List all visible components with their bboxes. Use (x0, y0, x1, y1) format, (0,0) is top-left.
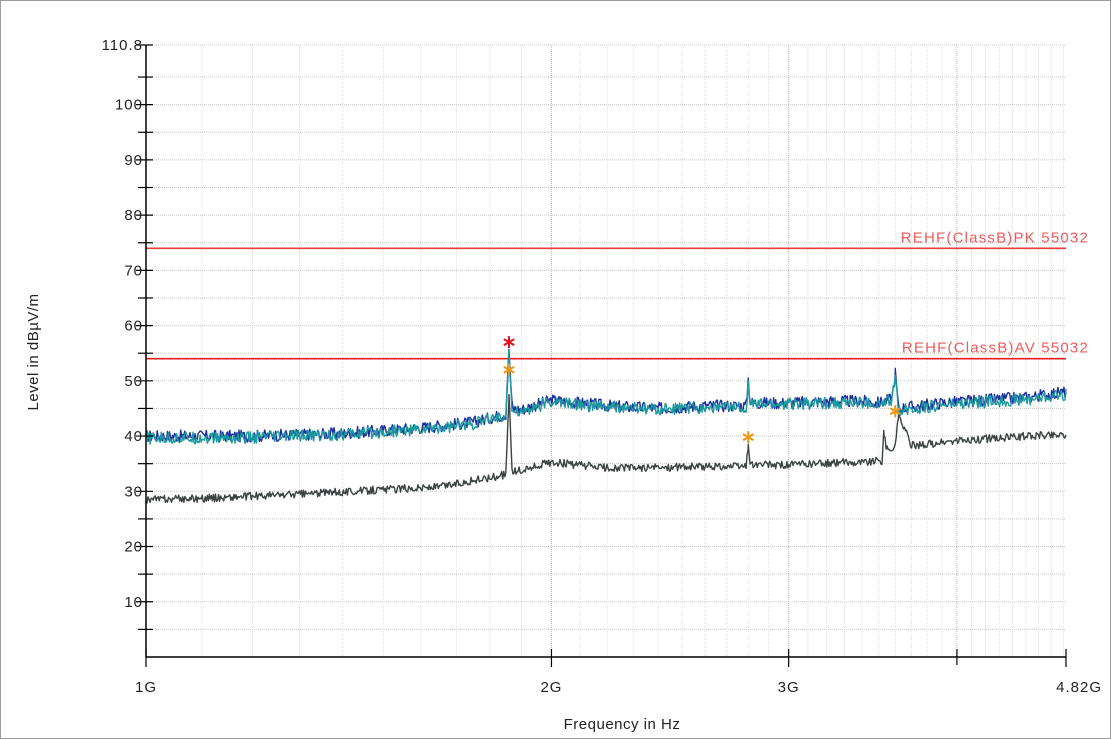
y-tick-label: 40 (124, 428, 143, 445)
series-trace (145, 393, 1067, 504)
limit-line-label: REHF(ClassB)PK 55032 (901, 229, 1089, 246)
marker-group (503, 336, 901, 444)
y-tick-label: 80 (124, 207, 143, 224)
series-group (145, 348, 1067, 504)
peak-marker (503, 363, 515, 376)
x-tick-label: 2G (540, 679, 562, 696)
y-tick-label: 100 (115, 97, 143, 114)
x-tick-label: 1G (135, 679, 157, 696)
x-tick-label: 4.82G (1056, 679, 1102, 696)
limit-line-label: REHF(ClassB)AV 55032 (902, 340, 1089, 357)
x-tick-label: 3G (778, 679, 800, 696)
y-tick-label: 10 (124, 594, 143, 611)
series-trace (145, 349, 1067, 445)
peak-marker (503, 336, 515, 349)
y-tick-label: 20 (124, 539, 143, 556)
tick-labels: 110.8 100 90 80 70 60 50 40 30 20 10 1G 2G 3G 4.82G (102, 37, 1102, 696)
y-axis-title: Level in dBµV/m (25, 293, 42, 410)
y-tick-label: 50 (124, 373, 143, 390)
y-tick-label: 90 (124, 152, 143, 169)
y-tick-label: 110.8 (102, 37, 143, 54)
peak-marker (742, 431, 754, 444)
y-tick-label: 70 (124, 262, 143, 279)
y-tick-label: 60 (124, 318, 143, 335)
limit-lines: REHF(ClassB)PK 55032 REHF(ClassB)AV 55032 (146, 229, 1089, 360)
axes (136, 44, 1067, 667)
peak-marker (889, 405, 901, 418)
y-tick-label: 30 (124, 483, 143, 500)
x-axis-title: Frequency in Hz (564, 716, 681, 733)
